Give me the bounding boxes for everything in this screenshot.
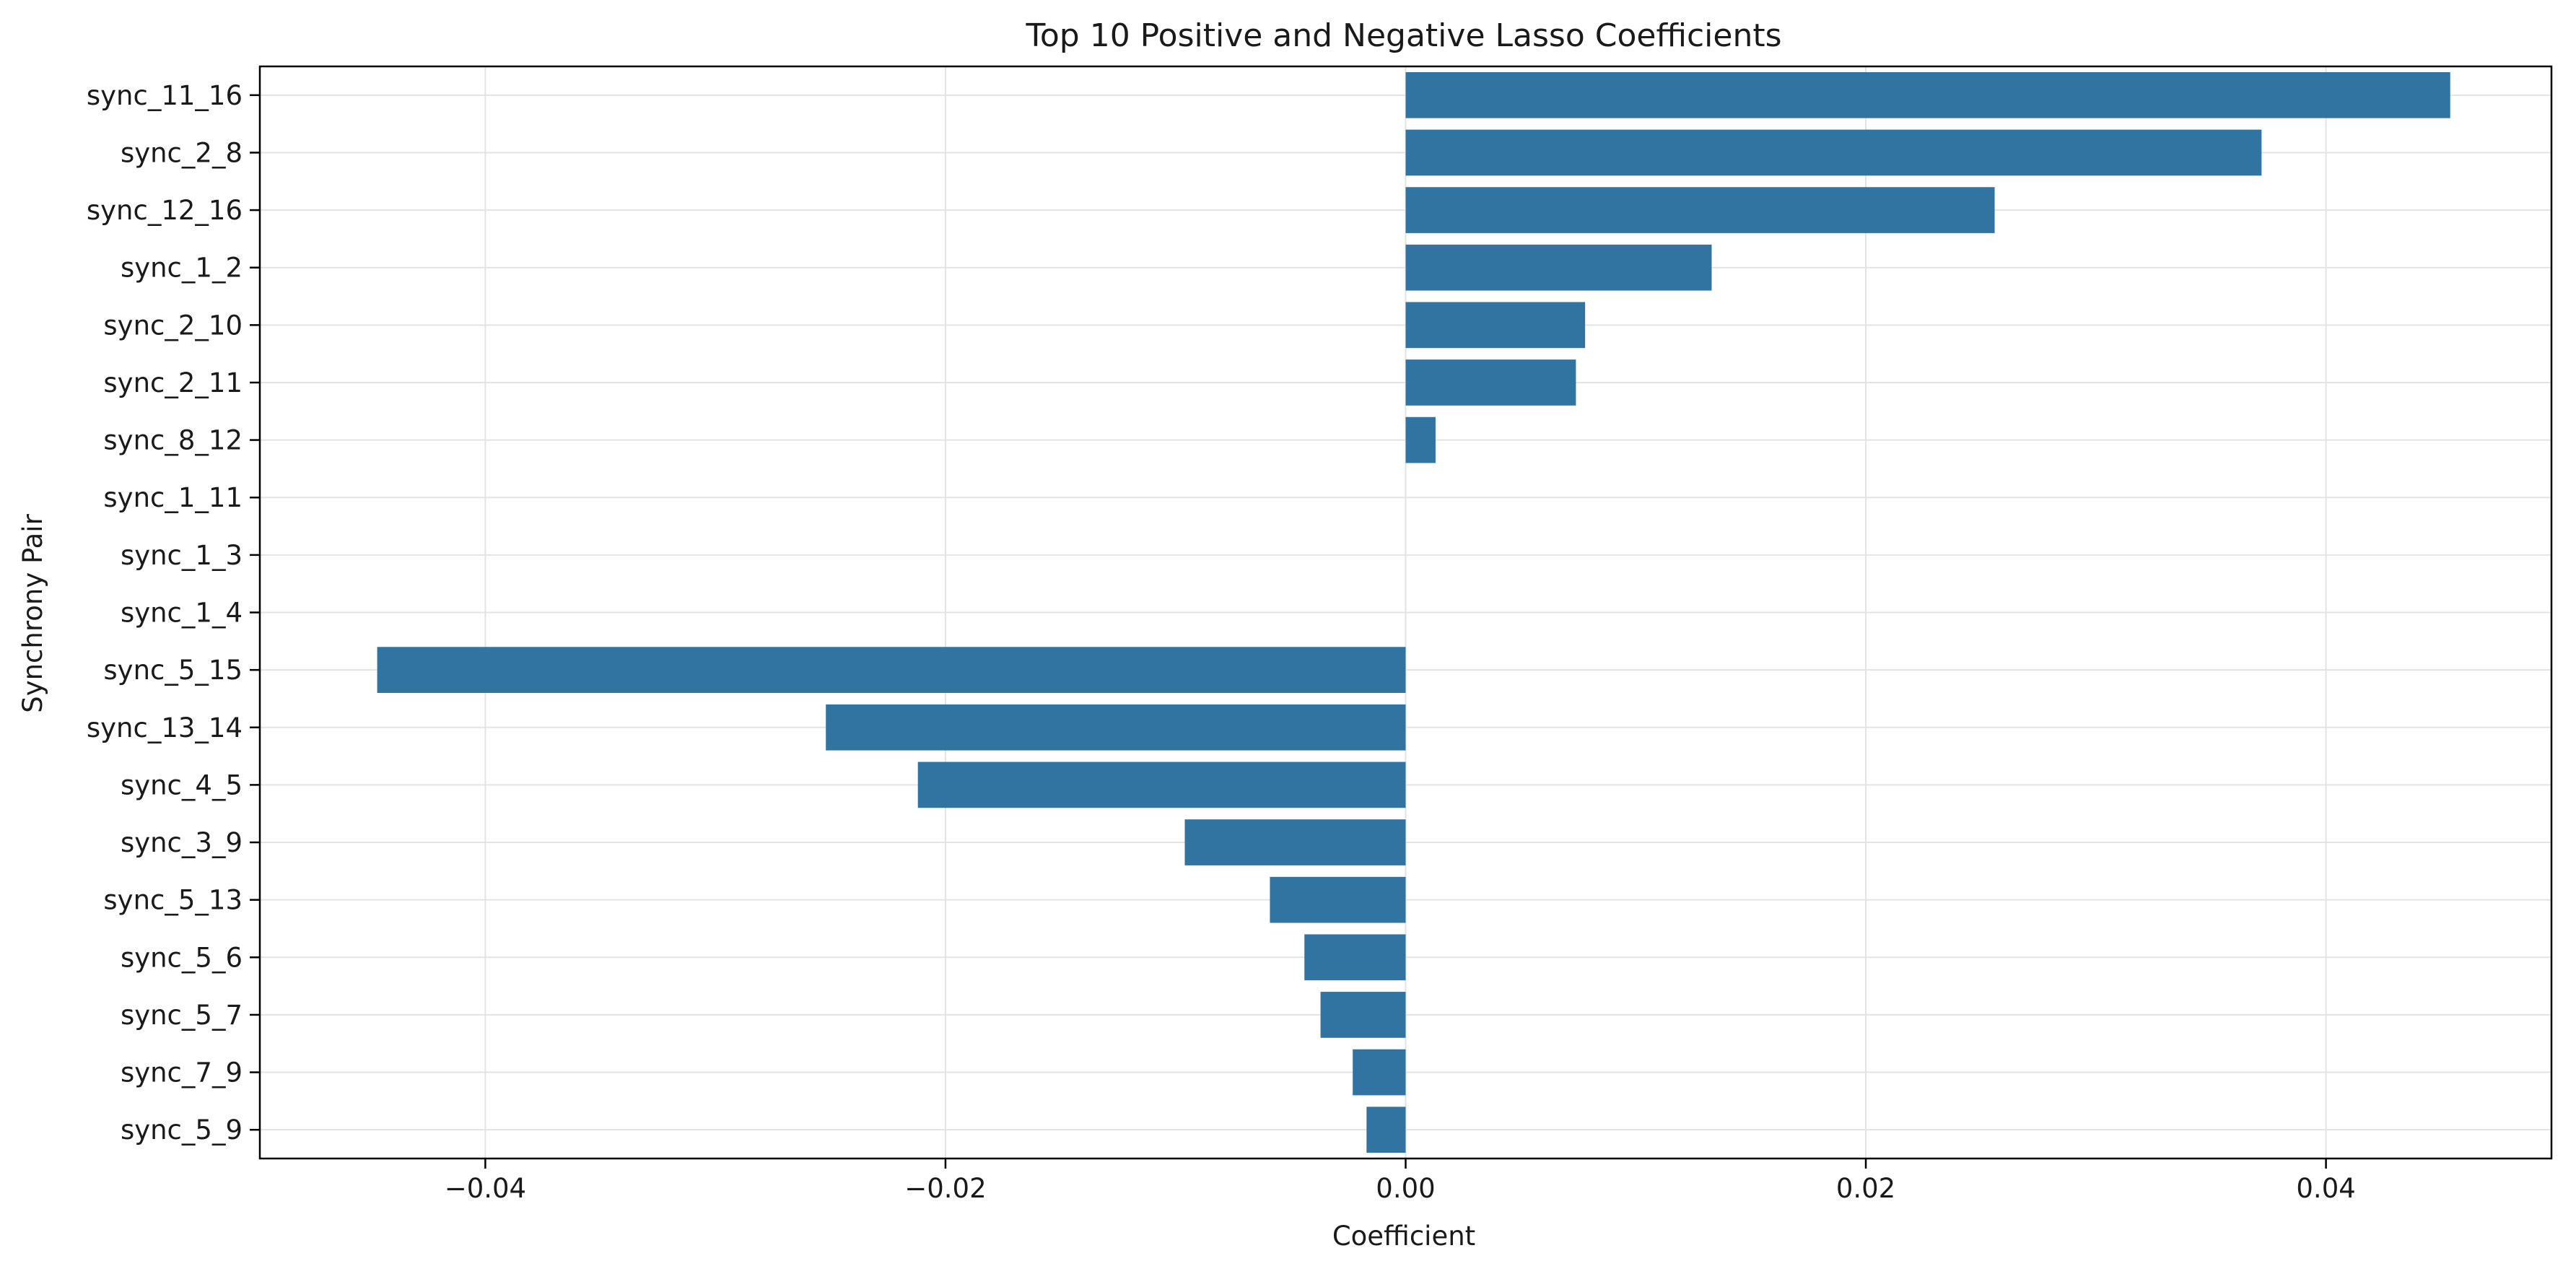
y-tick-label: sync_12_16	[87, 195, 243, 226]
y-tick-label: sync_2_8	[121, 137, 243, 168]
y-tick-label: sync_1_11	[103, 482, 243, 513]
bar	[1353, 1049, 1406, 1096]
y-tick-label: sync_2_11	[103, 367, 243, 398]
bar	[1405, 302, 1586, 349]
bar	[1304, 934, 1406, 981]
bar	[1320, 992, 1406, 1038]
x-tick-label: −0.02	[904, 1173, 986, 1204]
bar	[826, 704, 1406, 751]
y-tick-label: sync_5_13	[103, 885, 243, 916]
y-tick-label: sync_5_7	[121, 1000, 243, 1031]
x-axis-label: Coefficient	[1332, 1221, 1475, 1252]
x-tick-label: 0.04	[2296, 1173, 2355, 1204]
y-tick-label: sync_5_6	[121, 942, 243, 973]
bar	[1366, 1107, 1406, 1153]
y-tick-label: sync_1_4	[121, 598, 243, 629]
bar	[377, 647, 1406, 693]
x-axis-ticks: −0.04 −0.02 0.00 0.02 0.04	[445, 1159, 2356, 1204]
x-tick-label: 0.02	[1836, 1173, 1895, 1204]
bar	[1270, 876, 1406, 923]
y-tick-label: sync_1_2	[121, 253, 243, 284]
chart-title: Top 10 Positive and Negative Lasso Coeff…	[1025, 17, 1781, 54]
y-axis-label: Synchrony Pair	[17, 513, 48, 712]
y-tick-label: sync_5_9	[121, 1114, 243, 1146]
bar	[1405, 129, 2262, 176]
bar	[1405, 359, 1576, 406]
bar	[917, 762, 1406, 808]
y-tick-label: sync_1_3	[121, 540, 243, 571]
bar	[1405, 71, 2450, 118]
bar	[1405, 416, 1436, 463]
bar	[1405, 187, 1995, 233]
y-tick-label: sync_2_10	[103, 310, 243, 341]
x-tick-label: 0.00	[1376, 1173, 1435, 1204]
bar	[1405, 244, 1712, 291]
x-tick-label: −0.04	[445, 1173, 526, 1204]
bar	[1184, 819, 1406, 865]
y-tick-label: sync_7_9	[121, 1057, 243, 1088]
y-tick-label: sync_3_9	[121, 827, 243, 858]
y-tick-label: sync_4_5	[121, 769, 243, 800]
y-tick-label: sync_11_16	[87, 80, 243, 111]
y-tick-label: sync_5_15	[103, 655, 243, 686]
bars-group	[377, 71, 2450, 1153]
y-axis-ticks: sync_11_16 sync_2_8 sync_12_16 sync_1_2sync…	[87, 80, 260, 1146]
y-tick-label: sync_8_12	[103, 425, 243, 456]
y-tick-label: sync_13_14	[87, 712, 243, 743]
